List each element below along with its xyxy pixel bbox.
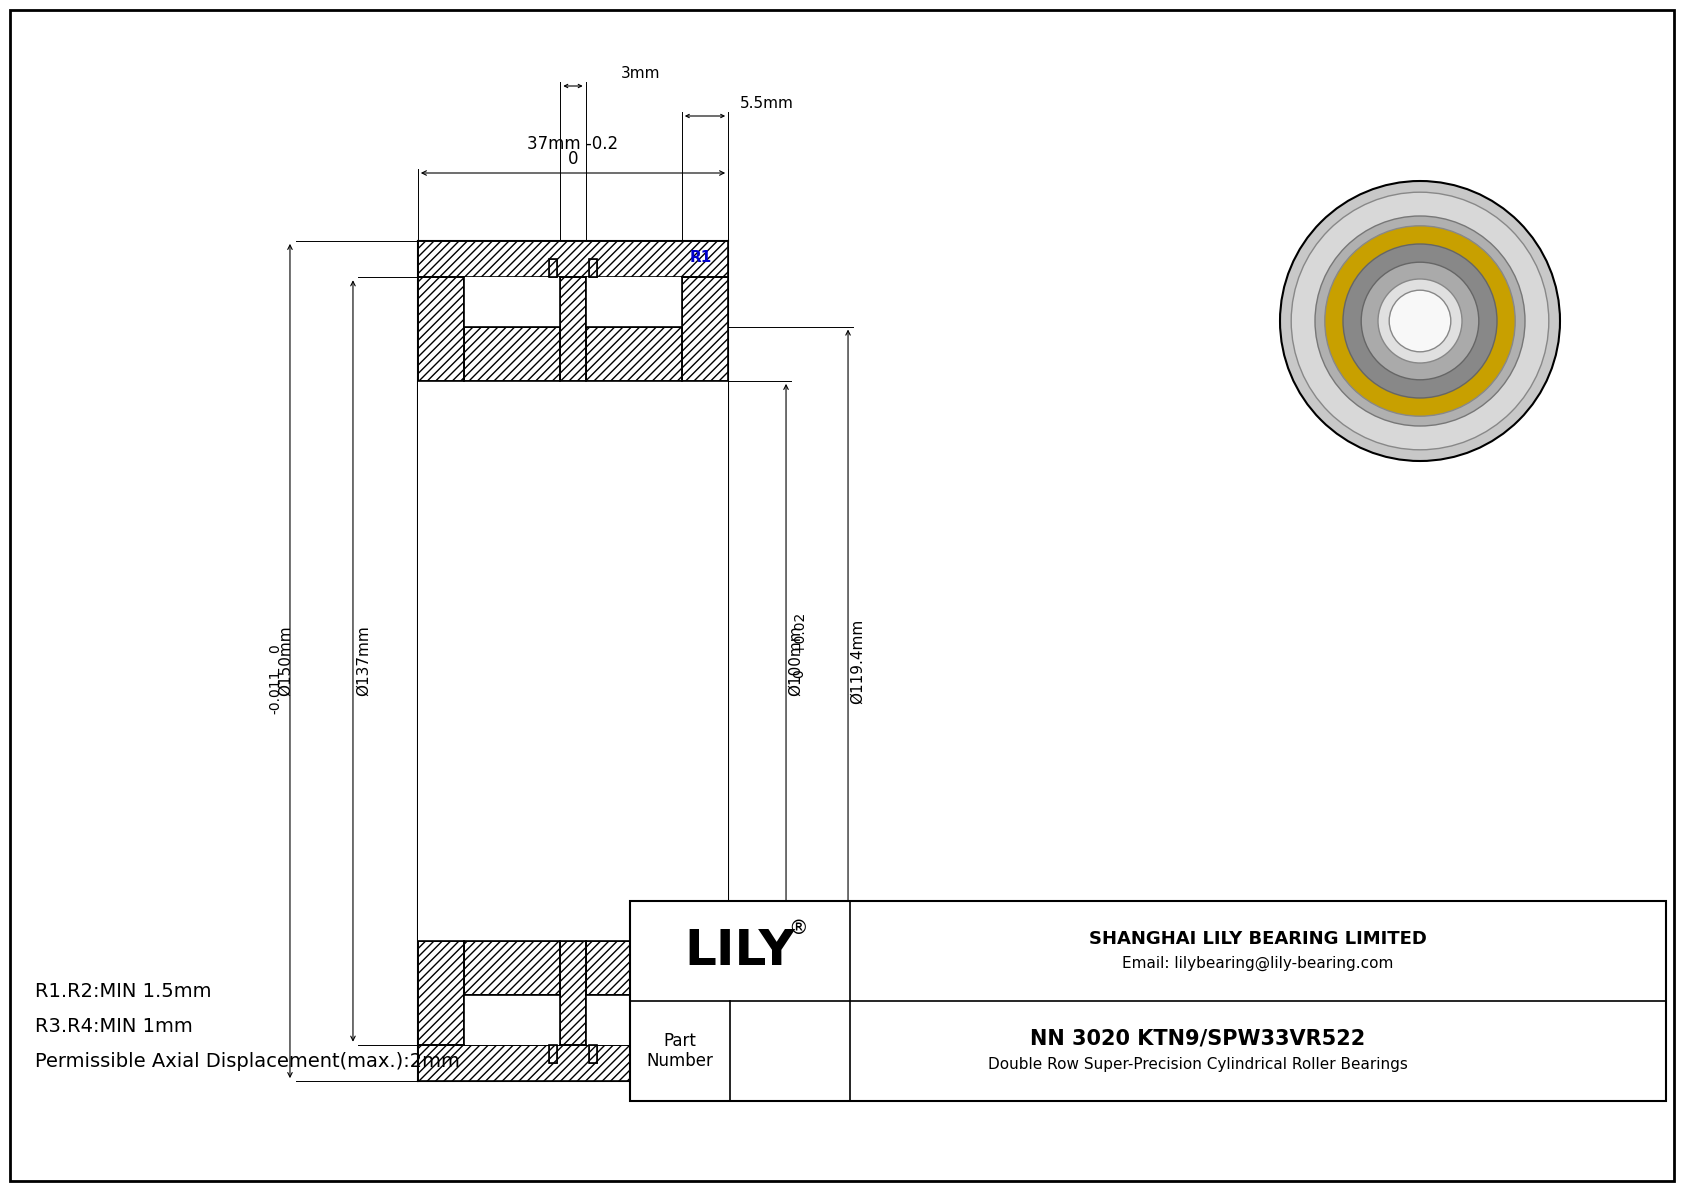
- Polygon shape: [589, 1045, 598, 1062]
- Polygon shape: [630, 902, 1665, 1100]
- Text: Double Row Super-Precision Cylindrical Roller Bearings: Double Row Super-Precision Cylindrical R…: [989, 1058, 1408, 1073]
- Polygon shape: [418, 381, 727, 941]
- Text: Ø137mm: Ø137mm: [355, 625, 370, 697]
- Polygon shape: [549, 1045, 557, 1062]
- Text: -0.011: -0.011: [268, 669, 281, 713]
- Polygon shape: [413, 236, 733, 1086]
- Polygon shape: [418, 996, 727, 1081]
- Polygon shape: [465, 278, 561, 326]
- Circle shape: [1315, 216, 1526, 426]
- Polygon shape: [418, 941, 727, 996]
- Polygon shape: [682, 941, 727, 1045]
- Polygon shape: [586, 996, 682, 1045]
- Text: 0: 0: [791, 669, 807, 678]
- Text: Part
Number: Part Number: [647, 1031, 714, 1071]
- Text: 0: 0: [268, 644, 281, 653]
- Polygon shape: [561, 941, 586, 1045]
- Text: 5.5mm: 5.5mm: [739, 96, 793, 111]
- Polygon shape: [465, 278, 561, 326]
- Circle shape: [1389, 291, 1452, 351]
- Text: Ø100mm: Ø100mm: [788, 625, 803, 697]
- Polygon shape: [465, 996, 561, 1045]
- Text: R1: R1: [690, 250, 712, 266]
- Polygon shape: [586, 278, 682, 326]
- Circle shape: [1361, 262, 1479, 380]
- Polygon shape: [586, 996, 682, 1045]
- Text: SHANGHAI LILY BEARING LIMITED: SHANGHAI LILY BEARING LIMITED: [1090, 930, 1426, 948]
- Polygon shape: [418, 326, 727, 381]
- Polygon shape: [418, 941, 465, 1045]
- Circle shape: [1292, 192, 1549, 450]
- Polygon shape: [549, 260, 557, 278]
- Text: LILY: LILY: [685, 927, 795, 975]
- Text: R1.R2:MIN 1.5mm: R1.R2:MIN 1.5mm: [35, 983, 212, 1000]
- Circle shape: [1280, 181, 1559, 461]
- Text: R2: R2: [690, 282, 712, 297]
- Text: NN 3020 KTN9/SPW33VR522: NN 3020 KTN9/SPW33VR522: [1031, 1029, 1366, 1049]
- Text: 37mm -0.2: 37mm -0.2: [527, 135, 618, 152]
- Polygon shape: [561, 278, 586, 381]
- Text: Email: lilybearing@lily-bearing.com: Email: lilybearing@lily-bearing.com: [1122, 955, 1394, 971]
- Text: +0.02: +0.02: [791, 611, 807, 653]
- Text: 0: 0: [568, 150, 578, 168]
- Text: 3mm: 3mm: [621, 66, 660, 81]
- Polygon shape: [418, 278, 465, 381]
- Polygon shape: [589, 260, 598, 278]
- Text: Ø119.4mm: Ø119.4mm: [850, 618, 866, 704]
- Text: ®: ®: [788, 919, 808, 939]
- Circle shape: [1344, 244, 1497, 398]
- Text: Permissible Axial Displacement(max.):2mm: Permissible Axial Displacement(max.):2mm: [35, 1052, 460, 1071]
- Polygon shape: [586, 278, 682, 326]
- Circle shape: [1378, 279, 1462, 363]
- Polygon shape: [465, 996, 561, 1045]
- Text: R4: R4: [690, 387, 712, 401]
- Circle shape: [1325, 226, 1516, 416]
- Text: R3.R4:MIN 1mm: R3.R4:MIN 1mm: [35, 1017, 192, 1036]
- Polygon shape: [682, 278, 727, 381]
- Text: Ø150mm: Ø150mm: [278, 625, 293, 697]
- Text: R3: R3: [690, 331, 712, 347]
- Polygon shape: [418, 241, 727, 326]
